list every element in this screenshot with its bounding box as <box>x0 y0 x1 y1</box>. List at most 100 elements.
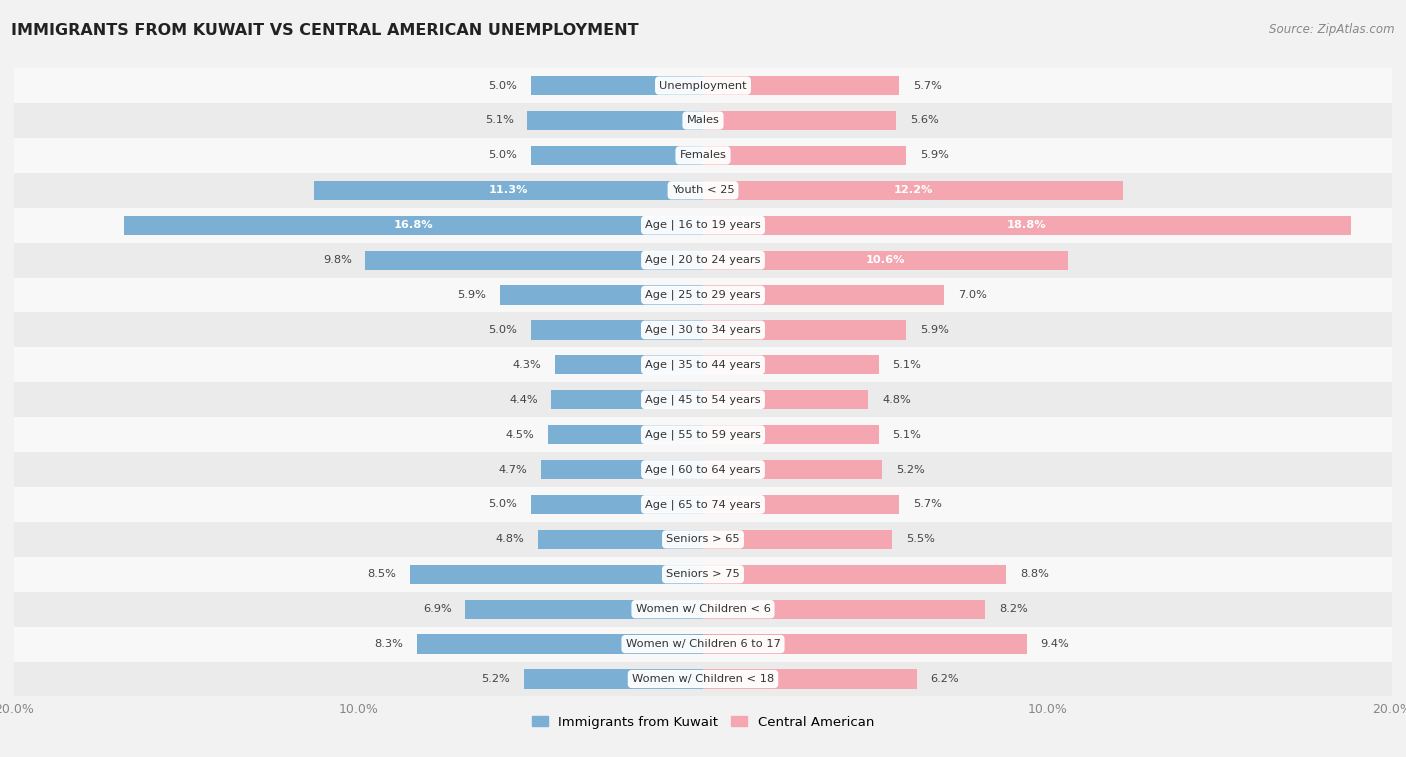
Bar <box>703 495 900 514</box>
Text: Age | 16 to 19 years: Age | 16 to 19 years <box>645 220 761 230</box>
Bar <box>14 452 1392 487</box>
Text: Age | 30 to 34 years: Age | 30 to 34 years <box>645 325 761 335</box>
Text: Unemployment: Unemployment <box>659 80 747 91</box>
Text: 5.2%: 5.2% <box>896 465 925 475</box>
Bar <box>314 181 703 200</box>
Bar <box>703 181 1123 200</box>
Bar <box>14 627 1392 662</box>
Text: Males: Males <box>686 116 720 126</box>
Text: Age | 35 to 44 years: Age | 35 to 44 years <box>645 360 761 370</box>
Bar <box>703 76 900 95</box>
Bar <box>14 417 1392 452</box>
Text: Seniors > 75: Seniors > 75 <box>666 569 740 579</box>
Bar <box>703 425 879 444</box>
Text: 5.0%: 5.0% <box>488 151 517 160</box>
Text: 9.4%: 9.4% <box>1040 639 1070 649</box>
Text: Age | 55 to 59 years: Age | 55 to 59 years <box>645 429 761 440</box>
Text: 5.7%: 5.7% <box>912 80 942 91</box>
Bar <box>703 565 1007 584</box>
Text: Women w/ Children < 6: Women w/ Children < 6 <box>636 604 770 614</box>
Bar <box>703 251 1069 269</box>
Text: 16.8%: 16.8% <box>394 220 433 230</box>
Text: Age | 20 to 24 years: Age | 20 to 24 years <box>645 255 761 266</box>
Bar <box>14 557 1392 592</box>
Bar <box>524 669 703 689</box>
Text: 8.5%: 8.5% <box>367 569 396 579</box>
Bar <box>14 487 1392 522</box>
Text: 4.5%: 4.5% <box>506 430 534 440</box>
Bar <box>703 390 869 410</box>
Text: 9.8%: 9.8% <box>323 255 352 265</box>
Text: 5.9%: 5.9% <box>457 290 486 300</box>
Bar <box>703 355 879 375</box>
Bar <box>703 111 896 130</box>
Bar <box>499 285 703 304</box>
Text: 5.6%: 5.6% <box>910 116 938 126</box>
Text: Seniors > 65: Seniors > 65 <box>666 534 740 544</box>
Text: Youth < 25: Youth < 25 <box>672 185 734 195</box>
Bar <box>418 634 703 654</box>
Text: Women w/ Children 6 to 17: Women w/ Children 6 to 17 <box>626 639 780 649</box>
Bar <box>14 138 1392 173</box>
Bar <box>703 669 917 689</box>
Bar <box>14 313 1392 347</box>
Text: 12.2%: 12.2% <box>893 185 932 195</box>
Bar <box>548 425 703 444</box>
Bar <box>14 68 1392 103</box>
Bar <box>703 530 893 549</box>
Text: 5.9%: 5.9% <box>920 151 949 160</box>
Bar <box>703 460 882 479</box>
Text: 8.3%: 8.3% <box>374 639 404 649</box>
Bar <box>527 111 703 130</box>
Bar <box>465 600 703 618</box>
Bar <box>555 355 703 375</box>
Bar <box>703 216 1351 235</box>
Text: 5.7%: 5.7% <box>912 500 942 509</box>
Bar <box>531 76 703 95</box>
Text: 6.9%: 6.9% <box>423 604 451 614</box>
Bar <box>411 565 703 584</box>
Text: 11.3%: 11.3% <box>489 185 529 195</box>
Bar <box>703 600 986 618</box>
Bar <box>531 320 703 340</box>
Bar <box>551 390 703 410</box>
Text: 10.6%: 10.6% <box>866 255 905 265</box>
Bar <box>14 207 1392 243</box>
Bar <box>14 103 1392 138</box>
Text: Age | 60 to 64 years: Age | 60 to 64 years <box>645 464 761 475</box>
Text: Age | 65 to 74 years: Age | 65 to 74 years <box>645 499 761 509</box>
Bar <box>703 285 945 304</box>
Bar <box>703 146 907 165</box>
Text: 5.1%: 5.1% <box>893 430 921 440</box>
Text: 4.4%: 4.4% <box>509 394 537 405</box>
Bar <box>14 173 1392 207</box>
Text: 8.2%: 8.2% <box>1000 604 1028 614</box>
Bar <box>14 278 1392 313</box>
Bar <box>14 243 1392 278</box>
Text: 5.1%: 5.1% <box>485 116 513 126</box>
Text: 18.8%: 18.8% <box>1007 220 1046 230</box>
Text: 4.3%: 4.3% <box>512 360 541 370</box>
Text: 5.0%: 5.0% <box>488 325 517 335</box>
Text: 5.2%: 5.2% <box>481 674 510 684</box>
Text: 4.8%: 4.8% <box>882 394 911 405</box>
Text: 5.0%: 5.0% <box>488 500 517 509</box>
Text: Age | 25 to 29 years: Age | 25 to 29 years <box>645 290 761 301</box>
Text: Source: ZipAtlas.com: Source: ZipAtlas.com <box>1270 23 1395 36</box>
Text: 6.2%: 6.2% <box>931 674 959 684</box>
Bar <box>531 495 703 514</box>
Bar <box>531 146 703 165</box>
Bar <box>703 634 1026 654</box>
Bar <box>14 382 1392 417</box>
Bar <box>14 592 1392 627</box>
Bar <box>14 522 1392 557</box>
Bar <box>537 530 703 549</box>
Text: 5.0%: 5.0% <box>488 80 517 91</box>
Bar <box>14 662 1392 696</box>
Text: IMMIGRANTS FROM KUWAIT VS CENTRAL AMERICAN UNEMPLOYMENT: IMMIGRANTS FROM KUWAIT VS CENTRAL AMERIC… <box>11 23 638 38</box>
Text: 4.8%: 4.8% <box>495 534 524 544</box>
Text: 7.0%: 7.0% <box>957 290 987 300</box>
Text: Females: Females <box>679 151 727 160</box>
Text: 5.1%: 5.1% <box>893 360 921 370</box>
Bar <box>124 216 703 235</box>
